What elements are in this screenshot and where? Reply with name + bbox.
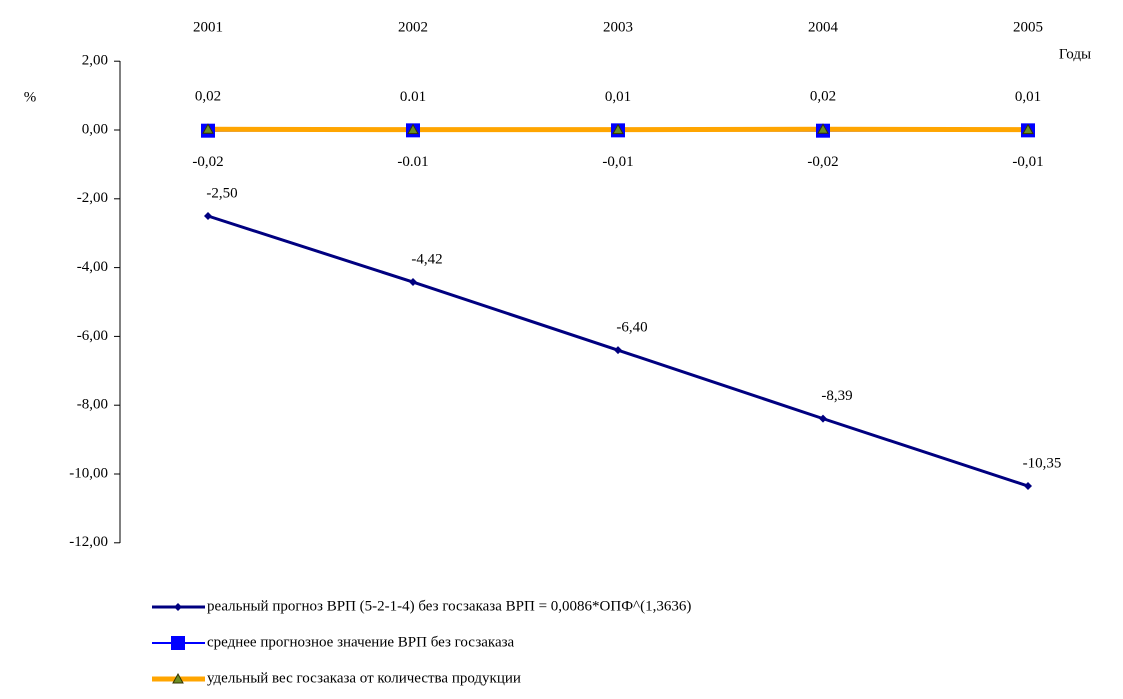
- legend-marker: [174, 603, 182, 611]
- x-tick-label: 2003: [603, 19, 633, 35]
- x-tick-label: 2004: [808, 19, 839, 35]
- legend-label: реальный прогноз ВРП (5-2-1-4) без госза…: [207, 598, 691, 614]
- data-label: -0,01: [602, 154, 633, 170]
- data-label: 0,02: [195, 89, 221, 105]
- data-point: [202, 123, 214, 134]
- y-axis-label: %: [24, 89, 37, 105]
- legend-label: удельный вес госзаказа от количества про…: [207, 670, 521, 686]
- data-point: [1024, 482, 1032, 491]
- data-point: [819, 414, 827, 423]
- data-point: [409, 278, 417, 287]
- y-tick-label: 0,00: [82, 121, 108, 137]
- data-point: [407, 123, 419, 135]
- y-tick-label: -8,00: [77, 397, 108, 413]
- legend-marker: [172, 672, 184, 684]
- data-point: [817, 123, 829, 134]
- data-point: [614, 346, 622, 355]
- x-tick-label: 2002: [398, 19, 428, 35]
- data-label: -2,50: [206, 185, 237, 201]
- data-label: -0,01: [1012, 154, 1043, 170]
- y-tick-label: -10,00: [69, 465, 108, 481]
- data-label: -4,42: [411, 251, 442, 267]
- data-point: [204, 212, 212, 220]
- data-point: [612, 123, 624, 135]
- data-label: -10,35: [1023, 455, 1062, 471]
- data-label: -8,39: [821, 388, 852, 404]
- data-point: [1022, 123, 1034, 135]
- data-label: 0,01: [605, 89, 631, 105]
- data-label: -0.01: [397, 154, 428, 170]
- data-label: 0.01: [400, 89, 426, 105]
- data-label: 0,01: [1015, 89, 1041, 105]
- data-label: 0,02: [810, 89, 836, 105]
- y-tick-label: -12,00: [69, 534, 108, 550]
- y-tick-label: -6,00: [77, 328, 108, 344]
- data-label: -6,40: [616, 320, 647, 336]
- data-label: -0,02: [192, 154, 223, 170]
- y-tick-label: -4,00: [77, 259, 108, 275]
- data-label: -0,02: [807, 154, 838, 170]
- y-tick-label: 2,00: [82, 53, 108, 69]
- y-tick-label: -2,00: [77, 190, 108, 206]
- x-axis-label: Годы: [1059, 46, 1091, 62]
- x-tick-label: 2005: [1013, 19, 1043, 35]
- x-tick-label: 2001: [193, 19, 223, 35]
- legend-marker: [171, 636, 185, 650]
- legend-label: среднее прогнозное значение ВРП без госз…: [207, 634, 515, 650]
